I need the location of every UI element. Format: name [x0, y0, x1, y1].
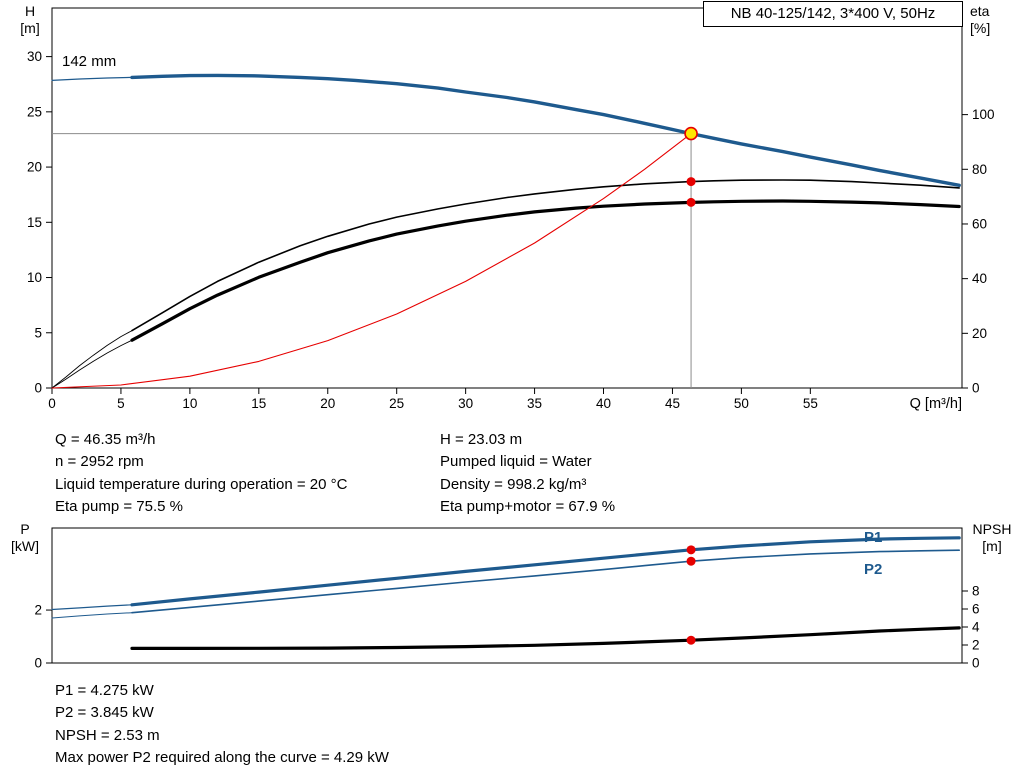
x-tick-label: 40	[596, 396, 611, 411]
info-density: Density = 998.2 kg/m³	[440, 475, 587, 493]
p2-point	[686, 556, 696, 566]
y-right-tick-label: 100	[972, 107, 995, 122]
info-speed: n = 2952 rpm	[55, 453, 144, 471]
result-p2: P2 = 3.845 kW	[55, 704, 154, 722]
info-flow: Q = 46.35 m³/h	[55, 431, 156, 448]
p1-point	[686, 545, 696, 555]
x-tick-label: 0	[48, 396, 56, 411]
y-axis-label-npsh: NPSH [m]	[964, 521, 1020, 555]
plot-border	[51, 7, 963, 389]
npsh-point	[686, 635, 696, 645]
y-left-tick-label: 0	[34, 656, 42, 671]
y-left-tick-label: 30	[27, 49, 42, 64]
x-tick-label: 5	[117, 396, 125, 411]
x-tick-label: 50	[734, 396, 749, 411]
y-left-tick-label: 15	[27, 215, 42, 230]
y-axis-label-head-name: H	[24, 3, 36, 19]
y-axis-label-npsh-name: NPSH	[972, 521, 1012, 537]
y-right-tick-label: 0	[972, 656, 980, 671]
y-axis-label-eta-unit: [%]	[970, 20, 991, 36]
y-right-tick-label: 20	[972, 326, 987, 341]
y-left-tick-label: 25	[27, 104, 42, 119]
p2-curve	[131, 549, 961, 614]
info-head: H = 23.03 m	[440, 431, 523, 448]
y-axis-label-power-unit: [kW]	[11, 538, 39, 554]
y-axis-label-eta: eta [%]	[970, 3, 1014, 37]
y-left-tick-label: 10	[27, 270, 42, 285]
result-npsh: NPSH = 2.53 m	[55, 726, 160, 744]
info-eta-pump-motor: Eta pump+motor = 67.9 %	[440, 498, 616, 516]
y-axis-label-power-name: P	[20, 521, 30, 537]
y-right-tick-label: 80	[972, 162, 987, 177]
result-p1: P1 = 4.275 kW	[55, 682, 154, 699]
eta-pump-thin-curve	[51, 330, 133, 389]
p1-curve	[130, 536, 961, 607]
x-tick-label: 35	[527, 396, 542, 411]
y-right-tick-label: 0	[972, 381, 980, 396]
eta-pump-point	[686, 177, 696, 187]
eta-pump-curve	[131, 179, 961, 332]
result-max-power: Max power P2 required along the curve = …	[55, 749, 389, 767]
y-axis-label-eta-name: eta	[970, 3, 990, 19]
system-curve-curve	[51, 133, 692, 389]
npsh-curve	[130, 626, 961, 650]
hq-eta-chart[interactable]: 0 5 10 15 20 25 30 35 40 45 50 55 0 5 10 15 20 25 30 0 20 40 6…	[0, 0, 1024, 430]
x-tick-label: 25	[389, 396, 404, 411]
x-tick-label: 20	[320, 396, 335, 411]
y-axis-label-power: P [kW]	[6, 521, 44, 555]
y-axis-label-head-unit: [m]	[20, 20, 40, 36]
x-tick-label: 55	[803, 396, 818, 411]
p1-thin-curve	[51, 604, 133, 611]
results-block: P1 = 4.275 kW P2 = 3.845 kW NPSH = 2.53 …	[55, 680, 389, 770]
info-eta-pump: Eta pump = 75.5 %	[55, 498, 183, 516]
plot-border	[51, 527, 963, 664]
x-tick-label: 30	[458, 396, 473, 411]
x-tick-label: 45	[665, 396, 680, 411]
y-right-tick-label: 40	[972, 271, 987, 286]
x-axis-label-flow: Q [m³/h]	[909, 396, 962, 412]
y-left-tick-label: 20	[27, 160, 42, 175]
info-liquid-temperature: Liquid temperature during operation = 20…	[55, 475, 348, 493]
y-right-tick-label: 8	[972, 584, 980, 599]
y-left-tick-label: 5	[34, 325, 42, 340]
p2-series-label: P2	[864, 561, 883, 578]
duty-info-left-column: Q = 46.35 m³/h n = 2952 rpm Liquid tempe…	[55, 429, 347, 519]
duty-info-right-column: H = 23.03 m Pumped liquid = Water Densit…	[440, 429, 615, 519]
p1-series-label: P1	[864, 529, 883, 546]
y-left-tick-label: 0	[34, 381, 42, 396]
y-left-tick-label: 2	[34, 603, 42, 618]
head-curve-curve	[130, 73, 961, 188]
x-tick-label: 10	[182, 396, 197, 411]
y-right-tick-label: 4	[972, 620, 980, 635]
eta-pump-motor-thin-curve	[51, 339, 133, 389]
info-pumped-liquid: Pumped liquid = Water	[440, 453, 592, 471]
y-right-tick-label: 60	[972, 216, 987, 231]
p2-thin-curve	[51, 612, 133, 619]
x-tick-label: 15	[251, 396, 266, 411]
impeller-diameter-label: 142 mm	[62, 53, 117, 70]
y-axis-label-head: H [m]	[12, 3, 48, 37]
y-axis-label-npsh-unit: [m]	[982, 538, 1002, 554]
power-npsh-chart[interactable]: 0 2 0 2 4 6 8	[0, 505, 1024, 680]
eta-pump-motor-curve	[130, 199, 961, 342]
eta-pump-motor-point	[686, 197, 696, 207]
duty-point[interactable]	[684, 126, 698, 141]
y-right-tick-label: 6	[972, 602, 980, 617]
pump-title-box: NB 40-125/142, 3*400 V, 50Hz	[703, 1, 963, 27]
y-right-tick-label: 2	[972, 638, 980, 653]
head-curve-thin-curve	[51, 76, 133, 82]
